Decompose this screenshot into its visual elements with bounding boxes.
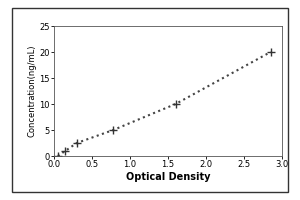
X-axis label: Optical Density: Optical Density [126,172,210,182]
Y-axis label: Concentration(ng/mL): Concentration(ng/mL) [28,45,37,137]
